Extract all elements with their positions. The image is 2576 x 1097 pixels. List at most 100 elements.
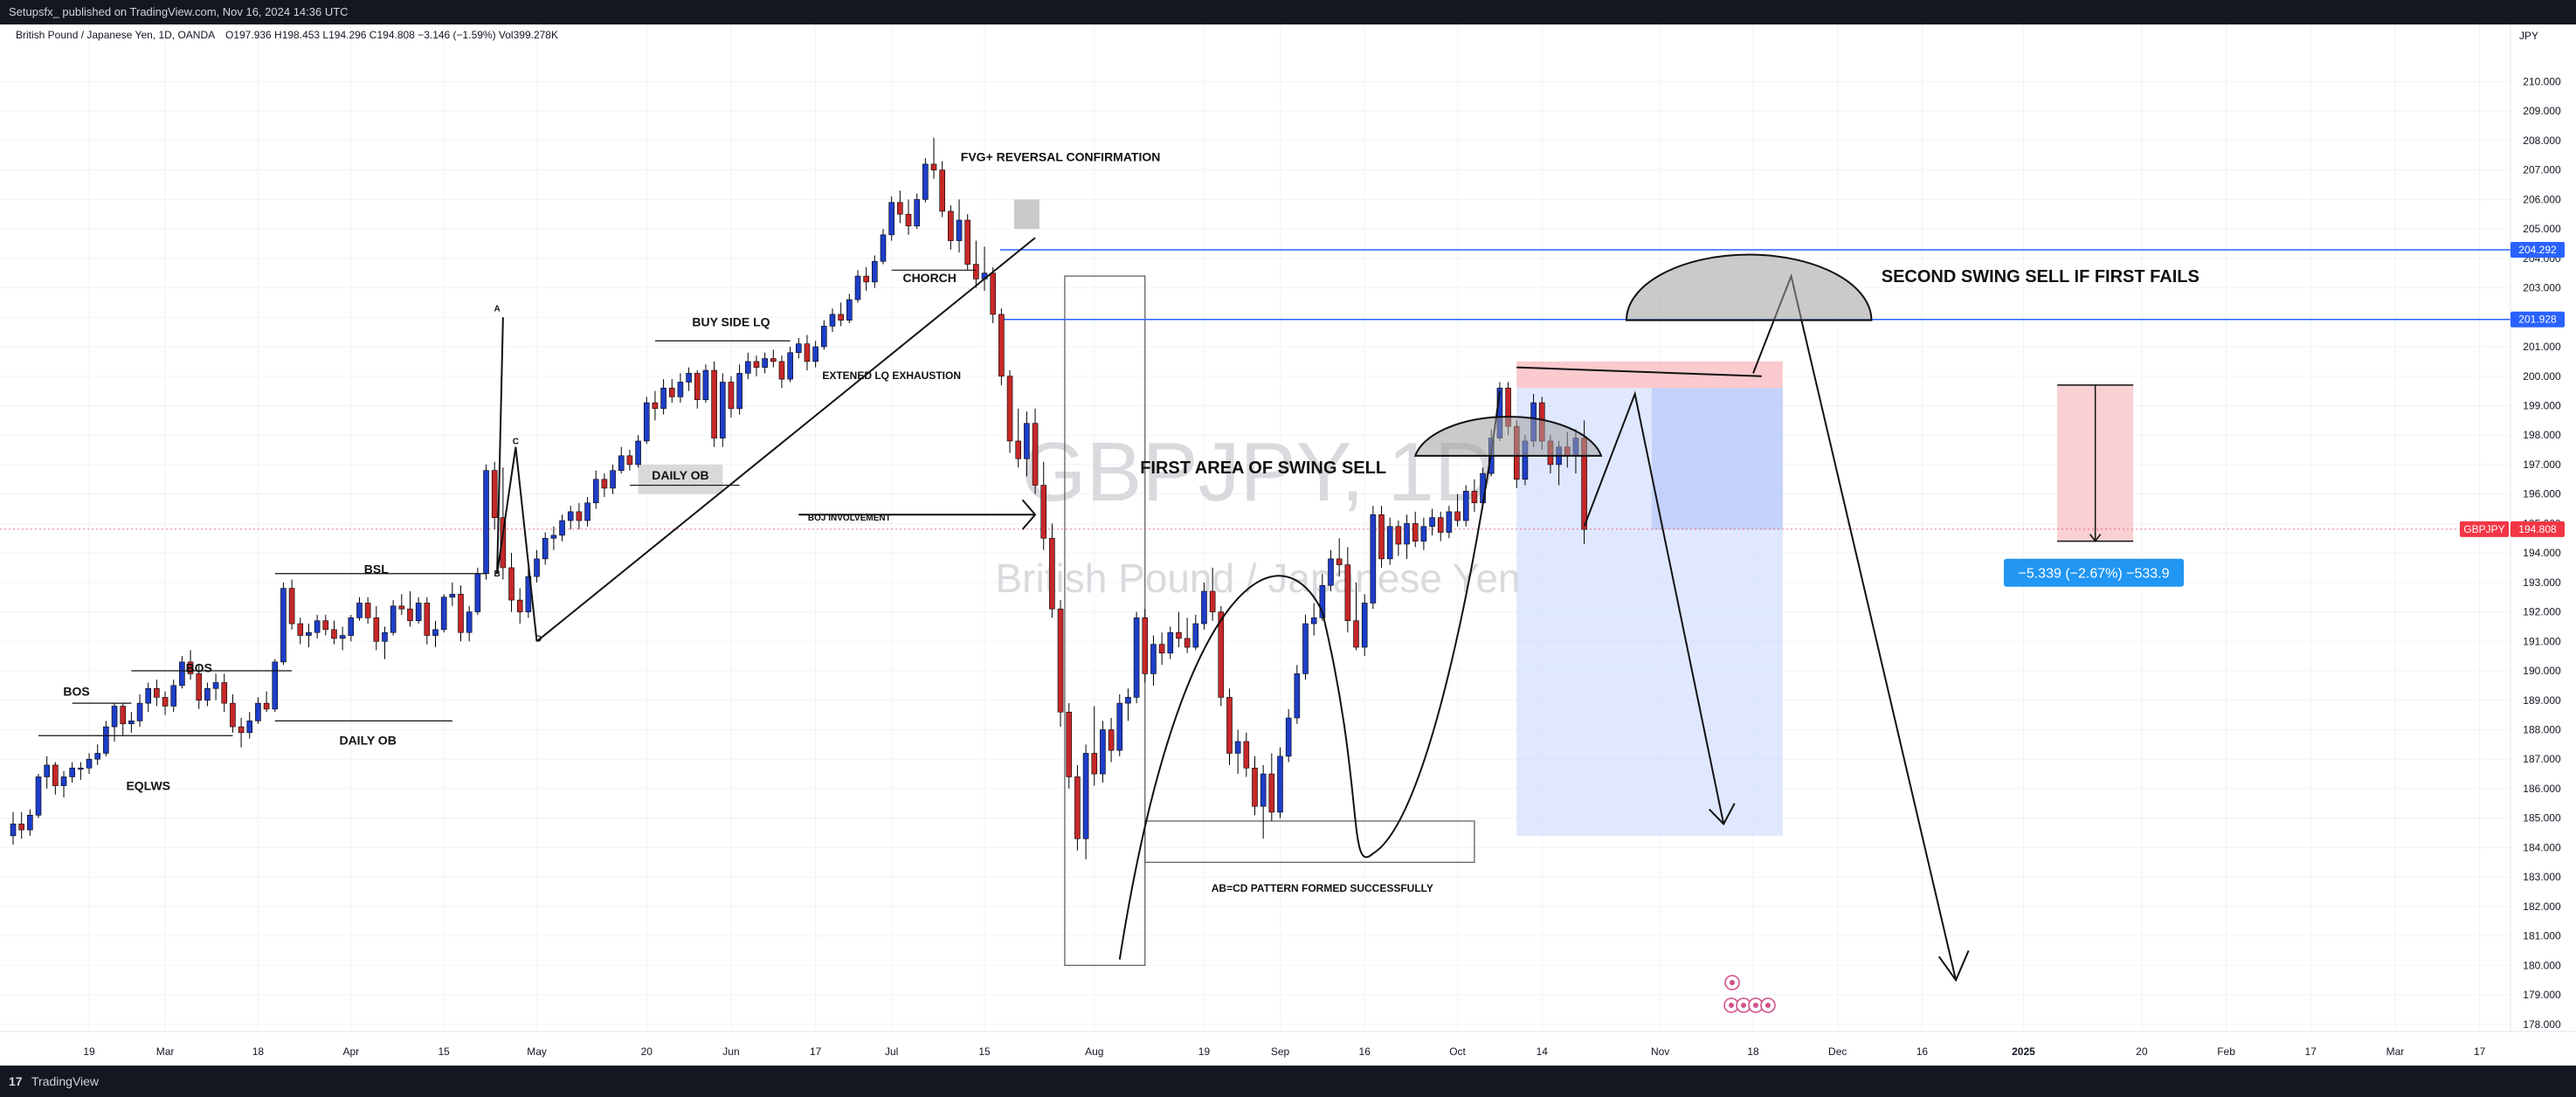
candle-up (449, 594, 456, 598)
candle-down (964, 219, 971, 265)
y-tick-label: 187.000 (2523, 753, 2561, 765)
candle-down (458, 594, 464, 633)
candle-up (382, 631, 388, 642)
candle-down (778, 361, 785, 380)
candle-down (1040, 485, 1047, 539)
candle-up (474, 573, 481, 612)
harmonic-leg (496, 317, 504, 574)
candle-down (990, 273, 997, 315)
x-tick-label: 20 (2136, 1045, 2148, 1058)
y-tick-label: 209.000 (2523, 105, 2561, 117)
candle-up (1192, 623, 1199, 648)
candlestick-chart[interactable]: GBPJPY, 1D British Pound / Japanese Yen … (0, 24, 2576, 1066)
x-tick-label: 16 (1916, 1045, 1929, 1058)
candle-up (1234, 741, 1241, 754)
candle-up (956, 219, 963, 241)
x-tick-label: Mar (2386, 1045, 2405, 1058)
candle-up (1277, 755, 1283, 813)
candle-up (1328, 558, 1334, 586)
y-tick-label: 207.000 (2523, 164, 2561, 176)
x-tick-label: Apr (342, 1045, 359, 1058)
candle-up (415, 603, 422, 621)
candle-up (1370, 514, 1377, 604)
ohlc-summary: O197.936 H198.453 L194.296 C194.808 −3.1… (225, 29, 558, 41)
lightning-icon-dot (1730, 980, 1735, 985)
chart-annotation: BOS (63, 685, 89, 699)
candle-up (44, 764, 50, 777)
boj-arrow-head (1021, 499, 1037, 530)
candle-down (1066, 711, 1073, 777)
candle-down (407, 608, 413, 621)
candle-up (914, 199, 920, 227)
candle-down (1344, 564, 1351, 621)
candle-up (1167, 631, 1174, 654)
candle-down (1091, 753, 1098, 775)
candle-down (1142, 617, 1149, 674)
candle-up (179, 661, 185, 686)
abcd-base-box (1144, 820, 1475, 863)
candle-up (1133, 617, 1140, 698)
x-tick-label: Feb (2217, 1045, 2235, 1058)
candle-down (1437, 517, 1444, 533)
x-tick-label: Jun (722, 1045, 739, 1058)
y-tick-label: 196.000 (2523, 488, 2561, 500)
chart-annotation: DAILY OB (339, 733, 396, 747)
candle-down (1209, 590, 1216, 612)
chart-annotation: BOS (186, 661, 212, 675)
candle-down (516, 599, 523, 612)
first-swing-arrow (1583, 390, 1725, 824)
candle-up (821, 326, 827, 348)
bottom-event-icons[interactable] (1723, 975, 1776, 1013)
candle-up (846, 299, 853, 321)
candle-down (398, 605, 405, 610)
first-swing-arrow-head (1709, 803, 1736, 826)
candle-down (1074, 776, 1081, 839)
published-by-text: Setupsfx_ published on TradingView.com, … (9, 5, 349, 18)
x-tick-label: 20 (641, 1045, 653, 1058)
x-tick-label: 17 (810, 1045, 822, 1058)
x-tick-label: 17 (2305, 1045, 2317, 1058)
candle-up (1361, 603, 1368, 648)
y-tick-label: 200.000 (2523, 370, 2561, 383)
candle-up (10, 824, 17, 837)
candle-down (1226, 697, 1233, 754)
tradingview-brand: TradingView (31, 1074, 100, 1088)
candle-down (694, 373, 701, 401)
candle-up (567, 511, 574, 521)
candle-up (829, 314, 836, 327)
candle-up (787, 352, 793, 380)
drawings (38, 237, 1970, 983)
event-icon-dot (1765, 1003, 1771, 1008)
candle-down (1176, 631, 1182, 639)
candle-down (1471, 490, 1478, 504)
x-tick-label: Aug (1085, 1045, 1103, 1058)
candle-up (339, 635, 346, 639)
candle-up (103, 726, 109, 754)
candle-down (601, 479, 608, 489)
candle-down (1218, 611, 1225, 698)
candle-up (1125, 697, 1131, 704)
y-tick-label: 191.000 (2523, 635, 2561, 647)
candle-down (998, 314, 1005, 377)
y-tick-label: 205.000 (2523, 223, 2561, 235)
candle-up (246, 721, 253, 734)
y-tick-label: 183.000 (2523, 871, 2561, 883)
y-tick-label: 179.000 (2523, 989, 2561, 1001)
event-icon-dot (1741, 1003, 1746, 1008)
candle-up (635, 440, 641, 466)
candle-up (432, 629, 439, 636)
x-tick-label: 19 (83, 1045, 95, 1058)
event-icon-dot (1729, 1003, 1734, 1008)
y-tick-label: 201.000 (2523, 341, 2561, 353)
candle-down (804, 343, 811, 362)
price-label-bg (2510, 241, 2565, 258)
candle-down (187, 661, 194, 674)
y-tick-label: 178.000 (2523, 1018, 2561, 1031)
candle-down (238, 726, 245, 734)
candle-down (154, 687, 160, 698)
x-tick-label: 15 (978, 1045, 991, 1058)
time-axis[interactable]: 19 Mar 18 Apr 15 May 20 Jun 17 Jul 15 Aug 19 Sep 16 Oct… (0, 1031, 2576, 1058)
chart-annotation: CHORCH (902, 271, 956, 285)
candle-up (880, 234, 887, 262)
chart-annotation: A (494, 305, 500, 314)
